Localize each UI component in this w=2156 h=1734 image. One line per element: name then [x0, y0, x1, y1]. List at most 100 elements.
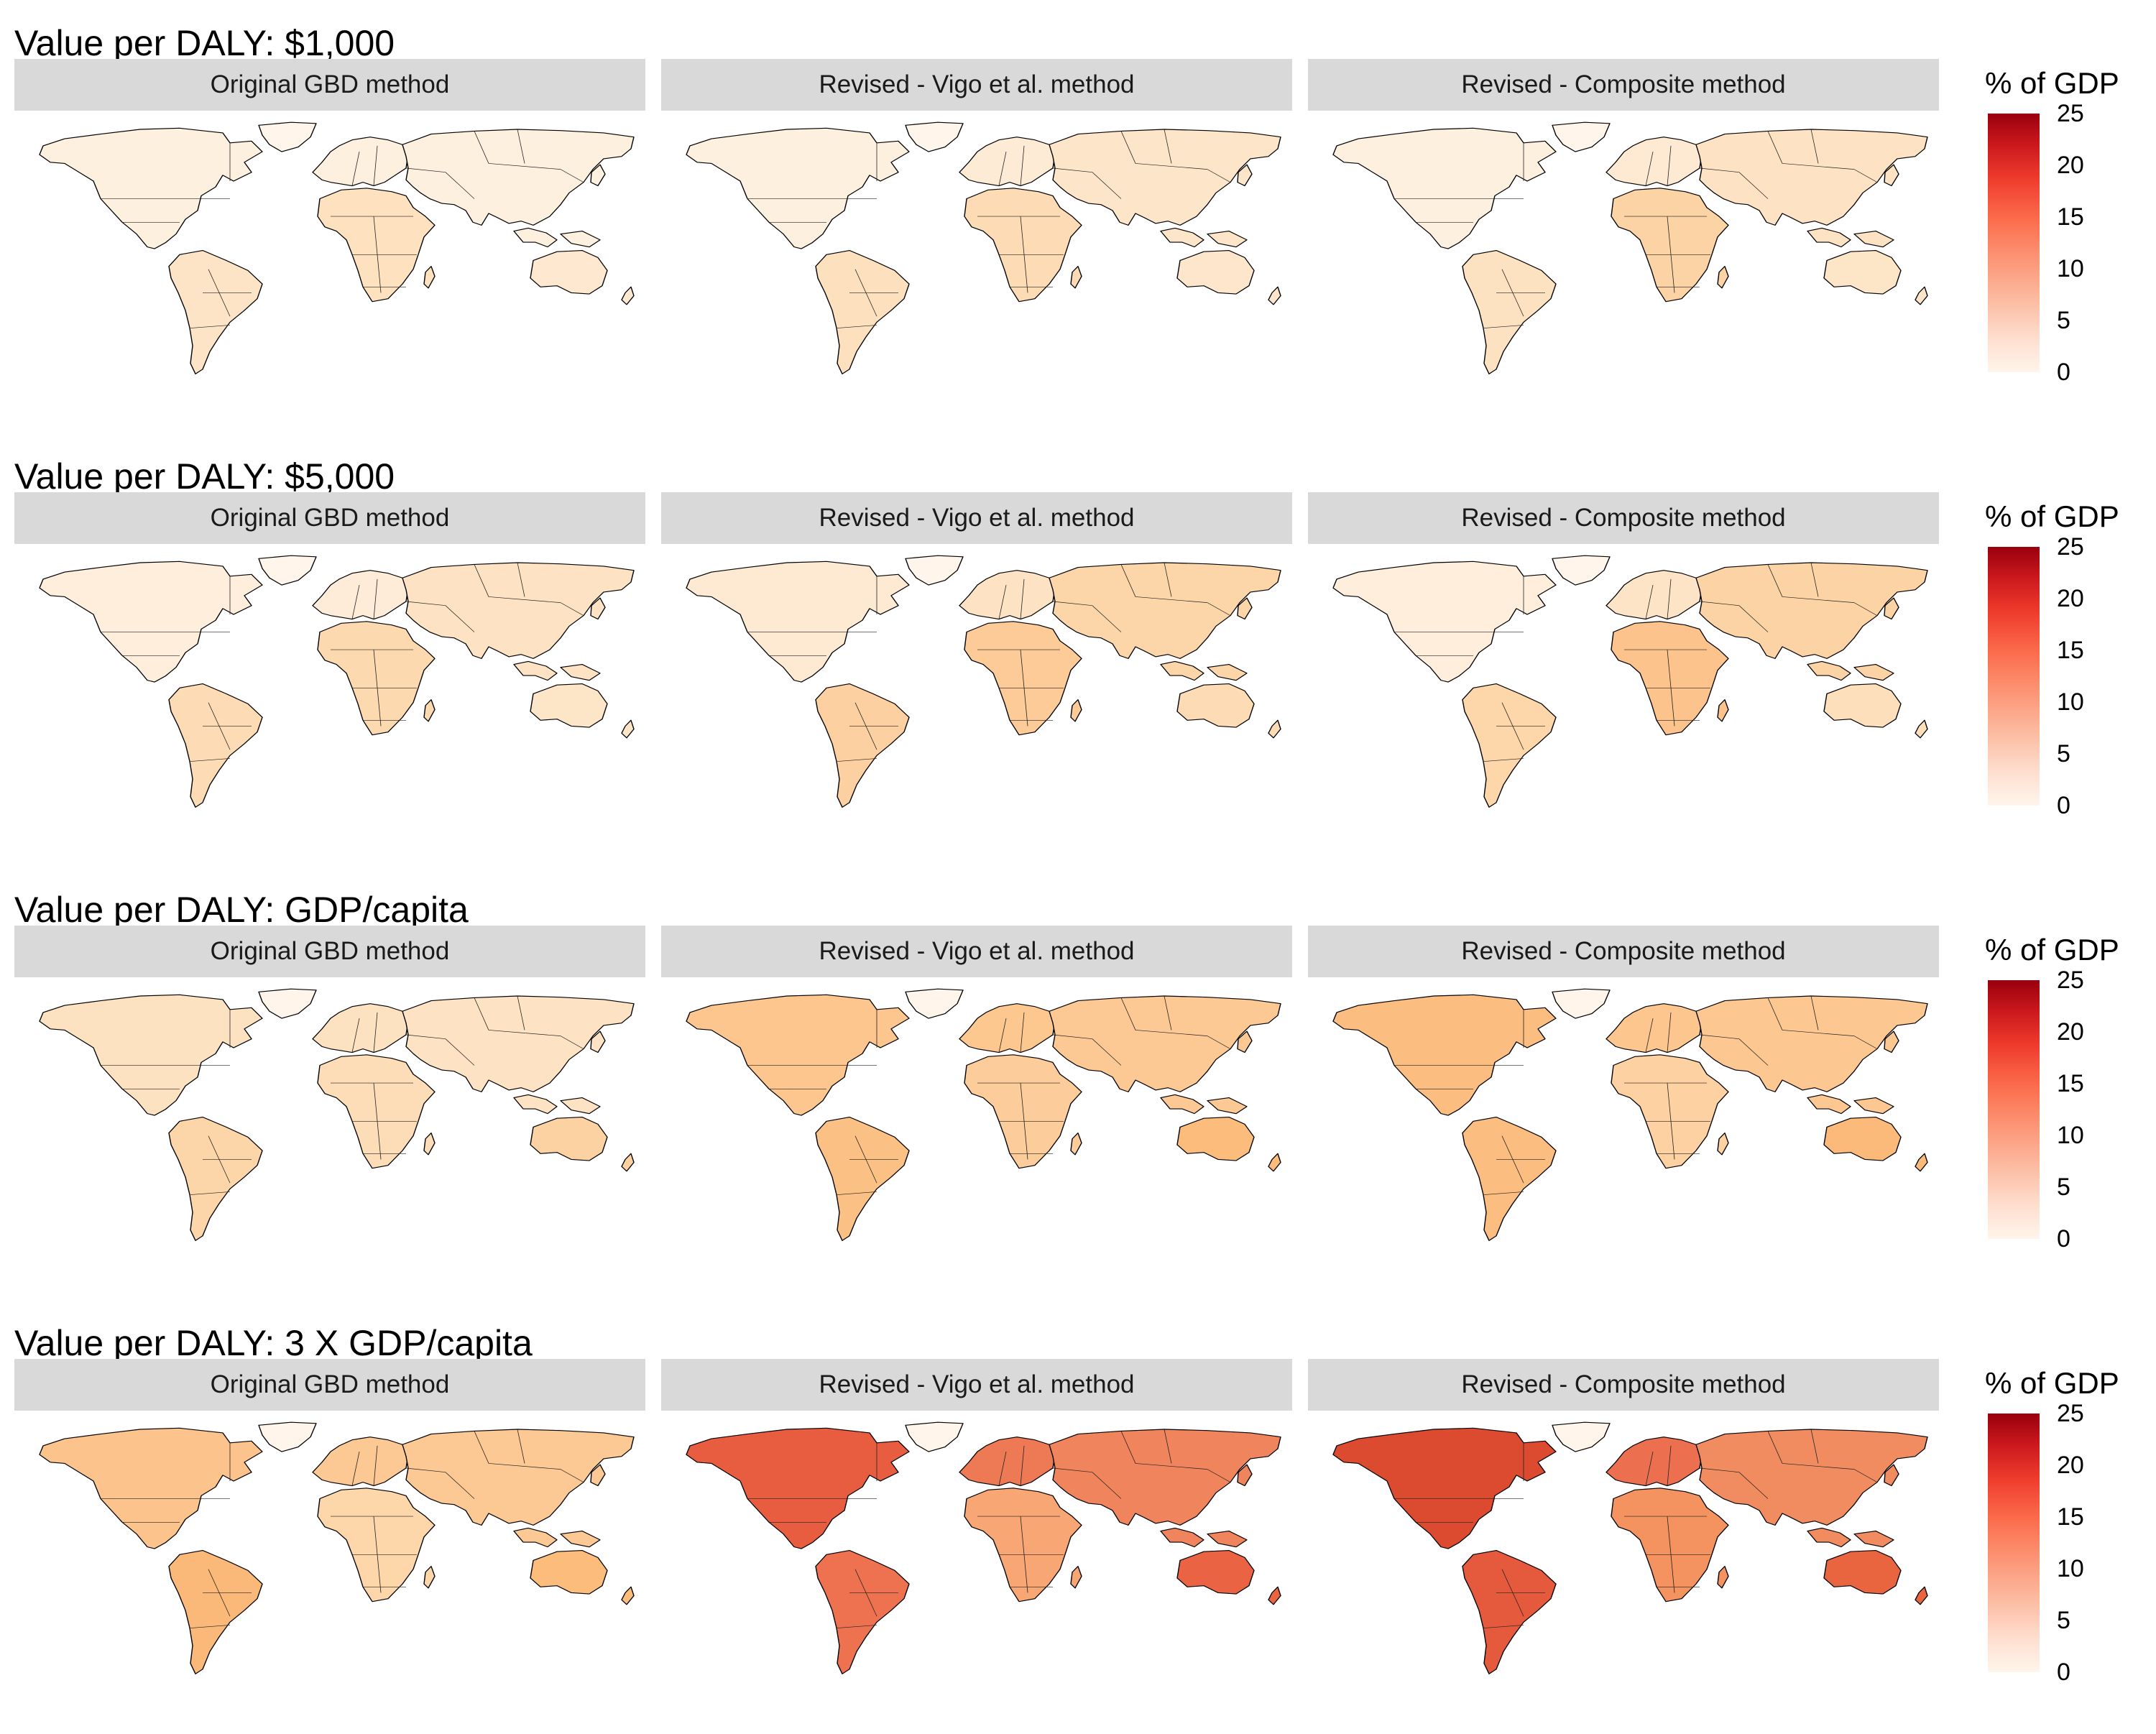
color-legend: % of GDP 25 20 15 10 5 0: [1985, 66, 2150, 397]
map-svg: [1332, 988, 1928, 1241]
country-border: [1667, 650, 1675, 727]
country-border: [1699, 1034, 1740, 1040]
country-border: [1092, 1472, 1122, 1499]
country-border: [445, 172, 475, 199]
country-border: [1738, 1472, 1769, 1499]
legend-tick-label: 20: [2057, 1018, 2084, 1046]
panel-label: Revised - Vigo et al. method: [819, 937, 1135, 965]
country-border: [1020, 650, 1028, 727]
australia-region: [530, 249, 608, 295]
country-border: [1483, 325, 1524, 328]
australia-region: [1823, 1549, 1902, 1595]
country-border: [488, 596, 561, 603]
europe-region: [1606, 1003, 1703, 1053]
country-border: [1135, 596, 1208, 603]
panel-strip: Revised - Composite method: [1308, 492, 1939, 544]
island-region: [560, 230, 601, 248]
panel-label: Original GBD method: [210, 1370, 450, 1398]
island-region: [1237, 1030, 1253, 1053]
asia-region: [1049, 562, 1281, 659]
australia-region: [530, 1549, 608, 1595]
panel-label: Revised - Composite method: [1461, 937, 1786, 965]
island-region: [1807, 227, 1851, 248]
country-border: [1782, 596, 1855, 603]
legend-tick: [2041, 268, 2048, 269]
country-border: [405, 1034, 446, 1040]
country-border: [1020, 1083, 1028, 1160]
country-border: [474, 1431, 489, 1464]
asia-region: [402, 562, 635, 659]
row-title: Value per DALY: GDP/capita: [14, 890, 469, 930]
country-border: [208, 1569, 231, 1617]
country-border: [1853, 169, 1878, 183]
legend-title: % of GDP: [1985, 933, 2119, 967]
country-border: [488, 1030, 561, 1036]
country-border: [1207, 1469, 1231, 1482]
country-border: [1767, 564, 1783, 597]
country-border: [208, 702, 231, 750]
country-border: [837, 1625, 877, 1628]
map-svg: [39, 121, 635, 374]
map-panel: Revised - Vigo et al. method: [661, 926, 1292, 1242]
island-region: [590, 164, 606, 187]
country-border: [1052, 601, 1093, 607]
panel-strip: Original GBD method: [14, 492, 645, 544]
island-region: [1237, 597, 1253, 620]
panel-strip: Original GBD method: [14, 59, 645, 111]
panel-strip: Revised - Composite method: [1308, 926, 1939, 977]
australia-region: [1823, 683, 1902, 728]
country-border: [1738, 172, 1769, 199]
map-panel: Original GBD method: [14, 926, 645, 1242]
europe-region: [959, 137, 1056, 187]
north-america-region: [39, 561, 263, 683]
north-america-region: [39, 994, 263, 1116]
europe-region: [959, 1436, 1056, 1487]
south-america-region: [1462, 1549, 1557, 1674]
island-region: [1884, 164, 1899, 187]
country-border: [1501, 702, 1524, 750]
north-america-region: [686, 1427, 910, 1549]
legend-tick: [2041, 1620, 2048, 1621]
europe-region: [312, 1436, 409, 1487]
map-svg: [39, 988, 635, 1241]
country-border: [1052, 167, 1093, 173]
legend-tick: [2041, 165, 2048, 166]
island-region: [513, 227, 558, 248]
north-america-region: [1332, 1427, 1557, 1549]
island-region: [560, 1097, 601, 1115]
island-region: [423, 1566, 436, 1589]
country-border: [1699, 1467, 1740, 1473]
island-region: [1268, 719, 1281, 739]
country-border: [560, 1469, 584, 1482]
south-america-region: [1462, 249, 1557, 374]
legend-tick: [2041, 320, 2048, 321]
country-border: [560, 169, 584, 183]
legend-tick: [2041, 216, 2048, 218]
country-border: [373, 1445, 378, 1486]
row-title: Value per DALY: $1,000: [14, 23, 395, 63]
country-border: [1020, 1012, 1025, 1053]
country-border: [488, 163, 561, 170]
south-america-region: [1462, 683, 1557, 808]
legend-tick-label: 25: [2057, 1400, 2084, 1427]
asia-region: [1049, 1429, 1281, 1526]
country-border: [445, 605, 475, 632]
legend-tick: [2041, 1135, 2048, 1136]
north-america-region: [686, 561, 910, 683]
country-border: [837, 758, 877, 762]
map-panel: Original GBD method: [14, 492, 645, 808]
panel-strip: Original GBD method: [14, 1359, 645, 1411]
greenland-region: [905, 555, 964, 586]
greenland-region: [1552, 555, 1611, 586]
south-america-region: [815, 249, 910, 374]
country-border: [445, 1038, 475, 1066]
country-border: [405, 167, 446, 173]
island-region: [1160, 660, 1204, 681]
island-region: [1884, 1030, 1899, 1053]
island-region: [423, 1133, 436, 1156]
panel-label: Original GBD method: [210, 937, 450, 965]
north-america-region: [1332, 127, 1557, 249]
europe-region: [1606, 137, 1703, 187]
legend-tick-label: 5: [2057, 740, 2070, 767]
island-region: [621, 1586, 635, 1605]
